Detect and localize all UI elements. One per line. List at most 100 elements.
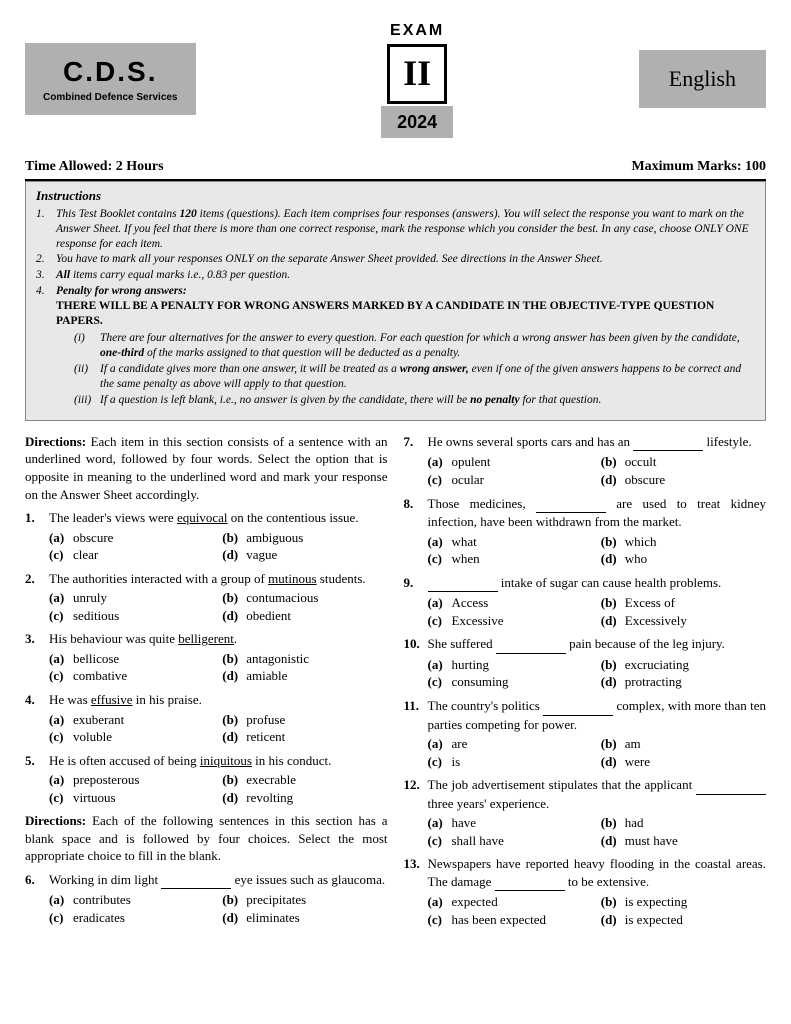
question-text: Newspapers have reported heavy flooding … xyxy=(428,855,767,891)
option: (a)exuberant xyxy=(49,711,214,729)
option: (a)opulent xyxy=(428,453,593,471)
option: (a)are xyxy=(428,735,593,753)
question-number: 4. xyxy=(25,691,49,746)
option: (c)has been expected xyxy=(428,911,593,929)
content-columns: Directions: Each item in this section co… xyxy=(25,433,766,935)
question-number: 6. xyxy=(25,871,49,927)
question-text: He owns several sports cars and has an l… xyxy=(428,433,767,452)
option: (c)when xyxy=(428,550,593,568)
question-text: The authorities interacted with a group … xyxy=(49,570,388,588)
question-text: She suffered pain because of the leg inj… xyxy=(428,635,767,654)
option: (d)protracting xyxy=(601,673,766,691)
option: (b)occult xyxy=(601,453,766,471)
option: (d)amiable xyxy=(222,667,387,685)
option: (a)Access xyxy=(428,594,593,612)
question: 5.He is often accused of being iniquitou… xyxy=(25,752,388,807)
option: (a)what xyxy=(428,533,593,551)
left-column: Directions: Each item in this section co… xyxy=(25,433,388,935)
question-number: 1. xyxy=(25,509,49,564)
exam-roman: II xyxy=(387,44,447,104)
cds-title: C.D.S. xyxy=(43,53,178,91)
option: (d)must have xyxy=(601,832,766,850)
option: (a)unruly xyxy=(49,589,214,607)
option: (d)obedient xyxy=(222,607,387,625)
question: 9. intake of sugar can cause health prob… xyxy=(404,574,767,630)
option: (a)expected xyxy=(428,893,593,911)
question: 6.Working in dim light eye issues such a… xyxy=(25,871,388,927)
exam-year: 2024 xyxy=(381,106,453,138)
question-text: He is often accused of being iniquitous … xyxy=(49,752,388,770)
option: (c)clear xyxy=(49,546,214,564)
option: (a)bellicose xyxy=(49,650,214,668)
question-number: 3. xyxy=(25,630,49,685)
meta-row: Time Allowed: 2 Hours Maximum Marks: 100 xyxy=(25,158,766,181)
question-number: 10. xyxy=(404,635,428,691)
option: (c)ocular xyxy=(428,471,593,489)
option: (d)is expected xyxy=(601,911,766,929)
option: (a)contributes xyxy=(49,891,214,909)
exam-label: EXAM xyxy=(381,20,453,42)
option: (d)revolting xyxy=(222,789,387,807)
option: (c)virtuous xyxy=(49,789,214,807)
time-allowed: Time Allowed: 2 Hours xyxy=(25,158,164,177)
question: 11.The country's politics complex, with … xyxy=(404,697,767,770)
option: (b)profuse xyxy=(222,711,387,729)
question-number: 5. xyxy=(25,752,49,807)
option: (d)were xyxy=(601,753,766,771)
option: (a)preposterous xyxy=(49,771,214,789)
question: 2.The authorities interacted with a grou… xyxy=(25,570,388,625)
subject-badge: English xyxy=(639,50,766,108)
question-text: Working in dim light eye issues such as … xyxy=(49,871,388,890)
option: (c)Excessive xyxy=(428,612,593,630)
question-text: His behaviour was quite belligerent. xyxy=(49,630,388,648)
question-text: The country's politics complex, with mor… xyxy=(428,697,767,733)
option: (c)seditious xyxy=(49,607,214,625)
option: (d)reticent xyxy=(222,728,387,746)
page-header: C.D.S. Combined Defence Services EXAM II… xyxy=(25,20,766,138)
option: (b)precipitates xyxy=(222,891,387,909)
question: 3.His behaviour was quite belligerent. (a… xyxy=(25,630,388,685)
question-number: 2. xyxy=(25,570,49,625)
cds-subtitle: Combined Defence Services xyxy=(43,91,178,105)
question: 8.Those medicines, are used to treat kid… xyxy=(404,495,767,568)
option: (b)had xyxy=(601,814,766,832)
option: (b)contumacious xyxy=(222,589,387,607)
option: (b)execrable xyxy=(222,771,387,789)
directions-2: Directions: Each of the following senten… xyxy=(25,812,388,865)
question: 12.The job advertisement stipulates that… xyxy=(404,776,767,849)
question: 13.Newspapers have reported heavy floodi… xyxy=(404,855,767,928)
option: (c)voluble xyxy=(49,728,214,746)
option: (c)is xyxy=(428,753,593,771)
question-text: Those medicines, are used to treat kidne… xyxy=(428,495,767,531)
option: (c)shall have xyxy=(428,832,593,850)
question-text: intake of sugar can cause health problem… xyxy=(428,574,767,593)
question: 7.He owns several sports cars and has an… xyxy=(404,433,767,489)
option: (b)antagonistic xyxy=(222,650,387,668)
option: (b)ambiguous xyxy=(222,529,387,547)
question-number: 8. xyxy=(404,495,428,568)
question: 10.She suffered pain because of the leg … xyxy=(404,635,767,691)
option: (a)have xyxy=(428,814,593,832)
cds-badge: C.D.S. Combined Defence Services xyxy=(25,43,196,114)
question-number: 7. xyxy=(404,433,428,489)
question-number: 12. xyxy=(404,776,428,849)
exam-block: EXAM II 2024 xyxy=(381,20,453,138)
instructions-box: Instructions 1.This Test Booklet contain… xyxy=(25,181,766,421)
option: (c)eradicates xyxy=(49,909,214,927)
option: (d)obscure xyxy=(601,471,766,489)
max-marks: Maximum Marks: 100 xyxy=(631,158,766,177)
option: (b)which xyxy=(601,533,766,551)
question-text: The leader's views were equivocal on the… xyxy=(49,509,388,527)
option: (c)combative xyxy=(49,667,214,685)
right-column: 7.He owns several sports cars and has an… xyxy=(404,433,767,935)
question-number: 9. xyxy=(404,574,428,630)
question-number: 11. xyxy=(404,697,428,770)
question: 1.The leader's views were equivocal on t… xyxy=(25,509,388,564)
option: (b)Excess of xyxy=(601,594,766,612)
directions-1: Directions: Each item in this section co… xyxy=(25,433,388,503)
option: (d)Excessively xyxy=(601,612,766,630)
question: 4.He was effusive in his praise.(a)exube… xyxy=(25,691,388,746)
option: (d)vague xyxy=(222,546,387,564)
option: (a)obscure xyxy=(49,529,214,547)
option: (b)is expecting xyxy=(601,893,766,911)
